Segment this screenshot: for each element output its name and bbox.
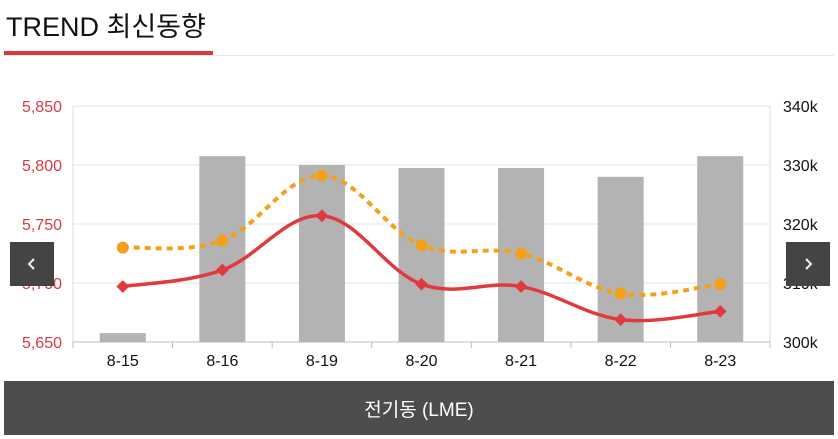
data-point-dotted	[216, 234, 229, 247]
data-point-dotted	[614, 287, 627, 300]
data-point-dotted	[714, 278, 727, 291]
y-right-tick-label: 330k	[783, 158, 819, 175]
x-tick-label: 8-23	[704, 353, 736, 370]
y-left-tick-label: 5,750	[22, 217, 62, 234]
prev-button[interactable]	[10, 242, 54, 286]
chevron-right-icon	[805, 258, 813, 270]
title-underline	[4, 51, 213, 55]
y-left-tick-label: 5,850	[22, 99, 62, 116]
trend-chart: 5,650300k5,700310k5,750320k5,800330k5,85…	[0, 80, 838, 380]
bar	[99, 333, 146, 342]
data-point-dotted	[415, 239, 428, 252]
x-tick-label: 8-22	[605, 353, 637, 370]
x-tick-label: 8-15	[107, 353, 139, 370]
data-point-dotted	[315, 169, 328, 182]
header-divider	[4, 55, 834, 56]
y-right-tick-label: 300k	[783, 335, 819, 352]
x-tick-label: 8-19	[306, 353, 338, 370]
data-point-solid	[116, 280, 130, 293]
header: TREND 최신동향	[0, 0, 838, 58]
bar	[199, 156, 246, 342]
y-left-tick-label: 5,650	[22, 335, 62, 352]
data-point-dotted	[515, 247, 528, 260]
x-tick-label: 8-21	[505, 353, 537, 370]
footer-label: 전기동 (LME)	[364, 399, 474, 421]
chart-svg: 5,650300k5,700310k5,750320k5,800330k5,85…	[22, 99, 819, 370]
y-right-tick-label: 340k	[783, 99, 819, 116]
data-point-solid	[215, 263, 229, 277]
x-tick-label: 8-16	[206, 353, 238, 370]
bar	[298, 165, 345, 342]
footer-bar[interactable]: 전기동 (LME)	[4, 381, 834, 435]
chevron-left-icon	[27, 258, 35, 270]
next-button[interactable]	[786, 242, 830, 286]
y-left-tick-label: 5,800	[22, 158, 62, 175]
page-title: TREND 최신동향	[6, 12, 206, 42]
y-right-tick-label: 320k	[783, 217, 819, 234]
data-point-solid	[415, 277, 428, 291]
data-point-dotted	[116, 241, 129, 254]
bar	[398, 167, 445, 342]
x-tick-label: 8-20	[405, 353, 437, 370]
data-point-solid	[315, 209, 329, 223]
